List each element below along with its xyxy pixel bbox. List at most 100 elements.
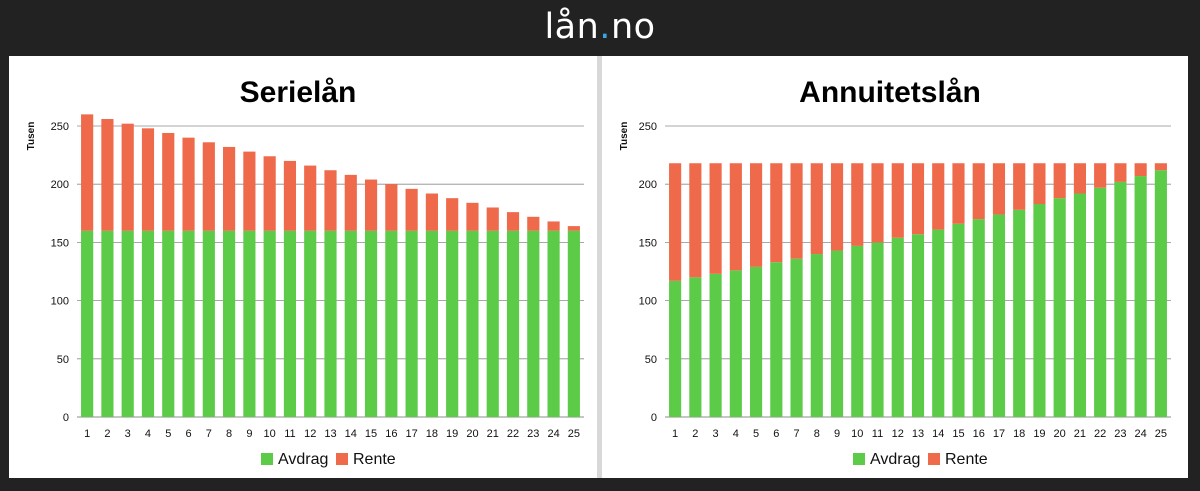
y-tick-label: 150 xyxy=(639,237,657,249)
bar-rente xyxy=(344,174,357,231)
chart-title: Annuitetslån xyxy=(799,76,981,109)
bar-rente xyxy=(851,163,864,246)
bar-rente xyxy=(689,163,702,278)
bar-rente xyxy=(263,156,276,231)
x-tick-label: 14 xyxy=(932,428,944,440)
bar-rente xyxy=(202,142,215,231)
bar-avdrag xyxy=(446,230,459,417)
bar-rente xyxy=(182,137,195,231)
x-tick-label: 6 xyxy=(185,428,191,440)
x-tick-label: 2 xyxy=(104,428,110,440)
site-header: lån.no xyxy=(0,0,1200,54)
bar-rente xyxy=(1134,163,1147,177)
bar-rente xyxy=(1094,163,1107,188)
x-tick-label: 25 xyxy=(1155,428,1167,440)
x-tick-label: 17 xyxy=(993,428,1005,440)
x-tick-label: 8 xyxy=(226,428,232,440)
bar-avdrag xyxy=(952,223,965,417)
bar-avdrag xyxy=(830,250,844,417)
y-tick-label: 0 xyxy=(63,412,69,424)
legend-swatch-rente xyxy=(336,453,348,465)
bar-rente xyxy=(729,163,742,271)
x-tick-label: 24 xyxy=(1135,428,1147,440)
bar-rente xyxy=(932,163,945,230)
bar-avdrag xyxy=(689,277,702,417)
x-tick-label: 13 xyxy=(324,428,336,440)
bar-rente xyxy=(446,198,459,231)
bar-rente xyxy=(425,193,438,231)
bar-rente xyxy=(709,163,722,274)
x-tick-label: 6 xyxy=(773,428,779,440)
x-tick-label: 17 xyxy=(405,428,417,440)
y-tick-label: 200 xyxy=(51,179,69,191)
bar-rente xyxy=(567,226,580,231)
x-tick-label: 15 xyxy=(365,428,377,440)
logo-end: no xyxy=(610,6,656,47)
bar-avdrag xyxy=(405,230,418,417)
bar-avdrag xyxy=(932,229,945,417)
bar-avdrag xyxy=(547,230,560,417)
bar-rente xyxy=(891,163,904,238)
x-tick-label: 8 xyxy=(814,428,820,440)
x-tick-label: 7 xyxy=(206,428,212,440)
x-tick-label: 20 xyxy=(1054,428,1066,440)
x-tick-label: 3 xyxy=(713,428,719,440)
bar-avdrag xyxy=(790,258,803,417)
x-tick-label: 1 xyxy=(672,428,678,440)
bar-avdrag xyxy=(202,230,215,417)
bar-rente xyxy=(669,163,682,281)
y-tick-label: 250 xyxy=(51,121,69,133)
y-axis-title: Tusen xyxy=(26,122,37,151)
bar-avdrag xyxy=(851,245,864,417)
bar-avdrag xyxy=(344,230,357,417)
legend-label-avdrag: Avdrag xyxy=(870,451,920,468)
bar-rente xyxy=(364,179,378,231)
y-tick-label: 100 xyxy=(639,296,657,308)
x-tick-label: 19 xyxy=(1033,428,1045,440)
x-tick-label: 4 xyxy=(145,428,151,440)
x-tick-label: 10 xyxy=(264,428,276,440)
panel-divider xyxy=(597,56,602,478)
x-tick-label: 11 xyxy=(284,428,295,440)
legend-swatch-avdrag xyxy=(853,453,865,465)
x-tick-label: 11 xyxy=(872,428,883,440)
bar-avdrag xyxy=(1154,170,1167,417)
brand-logo[interactable]: lån.no xyxy=(544,6,656,47)
x-tick-label: 9 xyxy=(834,428,840,440)
bar-avdrag xyxy=(911,234,925,417)
x-tick-label: 10 xyxy=(851,428,863,440)
bar-rente xyxy=(911,163,925,235)
bar-rente xyxy=(830,163,844,251)
bar-rente xyxy=(81,114,94,231)
bar-avdrag xyxy=(1114,181,1127,417)
bar-rente xyxy=(385,184,398,231)
bar-rente xyxy=(1154,163,1167,171)
x-tick-label: 22 xyxy=(1094,428,1106,440)
bar-avdrag xyxy=(324,230,337,417)
bar-avdrag xyxy=(567,230,580,417)
x-tick-label: 14 xyxy=(345,428,357,440)
bar-rente xyxy=(1033,163,1046,204)
bar-avdrag xyxy=(101,230,114,417)
x-tick-label: 18 xyxy=(426,428,438,440)
x-tick-label: 21 xyxy=(1074,428,1086,440)
x-tick-label: 12 xyxy=(892,428,904,440)
x-tick-label: 21 xyxy=(487,428,499,440)
x-tick-label: 25 xyxy=(568,428,580,440)
y-tick-label: 150 xyxy=(51,237,69,249)
logo-dot: . xyxy=(599,6,611,47)
x-tick-label: 5 xyxy=(753,428,759,440)
x-tick-label: 7 xyxy=(793,428,799,440)
chart-title: Serielån xyxy=(240,76,357,109)
bar-rente xyxy=(283,160,297,231)
x-tick-label: 4 xyxy=(733,428,739,440)
legend-label-avdrag: Avdrag xyxy=(278,451,328,468)
y-axis-title: Tusen xyxy=(619,122,630,151)
x-tick-label: 2 xyxy=(692,428,698,440)
bar-rente xyxy=(952,163,965,224)
x-tick-label: 23 xyxy=(1114,428,1126,440)
bar-avdrag xyxy=(304,230,317,417)
y-tick-label: 250 xyxy=(639,121,657,133)
bar-avdrag xyxy=(364,230,378,417)
